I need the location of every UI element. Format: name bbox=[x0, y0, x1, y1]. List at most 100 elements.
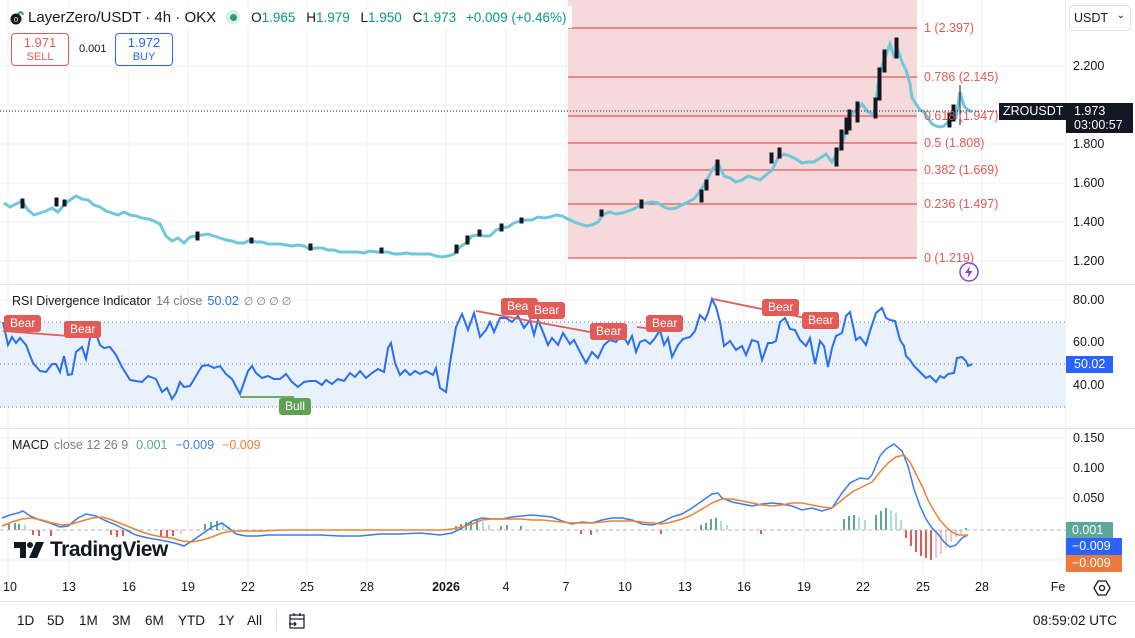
macd-line-tag: −0.009 bbox=[1066, 538, 1122, 555]
range-1d-button[interactable]: 1D bbox=[17, 613, 35, 628]
range-1y-button[interactable]: 1Y bbox=[218, 613, 235, 628]
time-label: 4 bbox=[502, 580, 510, 594]
price-axis-label: 1.600 bbox=[1073, 176, 1105, 190]
price-axis-label: 1.400 bbox=[1073, 215, 1105, 229]
fib-retracement-zone bbox=[568, 0, 917, 258]
spread-value: 0.001 bbox=[79, 43, 107, 55]
range-3m-button[interactable]: 3M bbox=[112, 613, 131, 628]
rsi-axis-label: 60.00 bbox=[1073, 335, 1105, 349]
time-label: 13 bbox=[678, 580, 692, 594]
bear-divergence-tag: Bear bbox=[590, 323, 628, 340]
time-label: 19 bbox=[797, 580, 811, 594]
time-label: 16 bbox=[122, 580, 136, 594]
macd-line bbox=[1, 443, 969, 548]
fib-label-0236: 0.236 (1.497) bbox=[924, 197, 999, 211]
pane-divider[interactable] bbox=[0, 284, 1135, 285]
fib-label-0618: 0.618 (1.947) bbox=[924, 109, 999, 123]
settings-icon[interactable] bbox=[1093, 579, 1111, 597]
toolbar-divider bbox=[276, 611, 277, 631]
fib-label-0: 0 (1.219) bbox=[924, 251, 975, 265]
signal-line bbox=[1, 454, 968, 543]
rsi-na-values: ∅ ∅ ∅ ∅ bbox=[243, 295, 292, 308]
rsi-value: 50.02 bbox=[207, 294, 239, 308]
chart-area[interactable]: 1 (2.397) 0.786 (2.145) 0.618 (1.947) 0.… bbox=[0, 0, 1065, 575]
range-all-button[interactable]: All bbox=[247, 613, 263, 628]
bear-divergence-tag: Bear bbox=[4, 315, 42, 332]
symbol-price-tag: ZROUSDT bbox=[999, 103, 1068, 120]
price-axis-label: 2.200 bbox=[1073, 59, 1105, 73]
bear-divergence-tag: Bear bbox=[64, 321, 102, 338]
macd-axis-label: 0.150 bbox=[1073, 431, 1105, 445]
macd-title: MACD bbox=[12, 438, 49, 452]
time-label: 22 bbox=[241, 580, 255, 594]
rsi-legend[interactable]: RSI Divergence Indicator 14 close 50.02 … bbox=[12, 294, 291, 308]
price-axis-label: 1.800 bbox=[1073, 137, 1105, 151]
fib-label-05: 0.5 (1.808) bbox=[924, 136, 985, 150]
price-axis[interactable] bbox=[1065, 0, 1135, 575]
time-label: 13 bbox=[62, 580, 76, 594]
currency-select[interactable]: USDT ⌄ bbox=[1069, 5, 1131, 31]
bull-divergence-tag: Bull bbox=[279, 398, 312, 415]
market-status-icon bbox=[226, 10, 241, 24]
time-label: 10 bbox=[618, 580, 632, 594]
fib-levels bbox=[568, 27, 917, 259]
time-label: 19 bbox=[181, 580, 195, 594]
tradingview-watermark[interactable]: TradingView bbox=[14, 538, 168, 562]
bear-divergence-tag: Bear bbox=[646, 315, 684, 332]
layerzero-logo-icon: 0 bbox=[10, 11, 24, 25]
candlesticks bbox=[3, 37, 973, 259]
svg-text:0: 0 bbox=[14, 16, 18, 24]
symbol-legend[interactable]: 0 LayerZero/USDT · 4h · OKX O1.965 H1.97… bbox=[10, 6, 573, 28]
current-price-tag: 1.973 03:00:57 bbox=[1066, 103, 1133, 133]
rsi-value-tag: 50.02 bbox=[1066, 356, 1113, 373]
pane-divider[interactable] bbox=[0, 428, 1135, 429]
macd-histogram-tag: 0.001 bbox=[1066, 522, 1113, 538]
fib-label-1: 1 (2.397) bbox=[924, 21, 975, 35]
macd-histogram-value: 0.001 bbox=[136, 438, 168, 452]
macd-value: −0.009 bbox=[175, 438, 215, 452]
time-axis[interactable]: 10 13 16 19 22 25 28 2026 4 7 10 13 16 1… bbox=[0, 575, 1135, 600]
chevron-down-icon: ⌄ bbox=[1116, 10, 1125, 21]
macd-histogram bbox=[8, 508, 967, 560]
macd-params: close 12 26 9 bbox=[53, 438, 129, 452]
utc-clock[interactable]: 08:59:02 UTC bbox=[1033, 613, 1118, 628]
ohlc-values: O1.965 H1.979 L1.950 C1.973 +0.009 (+0.4… bbox=[251, 9, 567, 25]
fib-label-0786: 0.786 (2.145) bbox=[924, 70, 999, 84]
time-label: 25 bbox=[916, 580, 930, 594]
rsi-axis-label: 80.00 bbox=[1073, 293, 1105, 307]
lightning-icon[interactable] bbox=[958, 261, 980, 283]
time-label: 25 bbox=[300, 580, 314, 594]
range-6m-button[interactable]: 6M bbox=[145, 613, 164, 628]
rsi-line bbox=[2, 296, 973, 402]
price-axis-label: 1.200 bbox=[1073, 254, 1105, 268]
time-label: 28 bbox=[360, 580, 374, 594]
rsi-params: 14 close bbox=[155, 294, 203, 308]
rsi-title: RSI Divergence Indicator bbox=[12, 294, 151, 308]
bottom-toolbar: 1D 5D 1M 3M 6M YTD 1Y All 08:59:02 UTC bbox=[0, 601, 1135, 638]
macd-legend[interactable]: MACD close 12 26 9 0.001 −0.009 −0.009 bbox=[12, 438, 261, 452]
range-ytd-button[interactable]: YTD bbox=[178, 613, 205, 628]
macd-axis-label: 0.100 bbox=[1073, 461, 1105, 475]
bear-divergence-tag: Bear bbox=[802, 312, 840, 329]
range-5d-button[interactable]: 5D bbox=[47, 613, 65, 628]
buy-button[interactable]: 1.972 BUY bbox=[115, 33, 173, 66]
sell-button[interactable]: 1.971 SELL bbox=[11, 33, 69, 66]
bear-divergence-tag: Bear bbox=[762, 299, 800, 316]
time-label: 10 bbox=[3, 580, 17, 594]
tradingview-logo-icon bbox=[14, 542, 44, 558]
goto-date-icon[interactable] bbox=[287, 611, 307, 631]
macd-signal-value: −0.009 bbox=[222, 438, 261, 452]
range-1m-button[interactable]: 1M bbox=[79, 613, 98, 628]
time-label: Fe bbox=[1050, 580, 1066, 594]
time-label: 16 bbox=[737, 580, 751, 594]
bear-divergence-tag: Bear bbox=[528, 302, 566, 319]
macd-signal-tag: −0.009 bbox=[1066, 555, 1122, 572]
chart-canvas[interactable] bbox=[0, 0, 1065, 575]
rsi-axis-label: 40.00 bbox=[1073, 378, 1105, 392]
symbol-title[interactable]: LayerZero/USDT · 4h · OKX bbox=[28, 8, 217, 26]
fib-label-0382: 0.382 (1.669) bbox=[924, 163, 999, 177]
time-label: 7 bbox=[562, 580, 570, 594]
time-label: 28 bbox=[975, 580, 989, 594]
time-label-year: 2026 bbox=[432, 580, 460, 594]
macd-axis-label: 0.050 bbox=[1073, 491, 1105, 505]
